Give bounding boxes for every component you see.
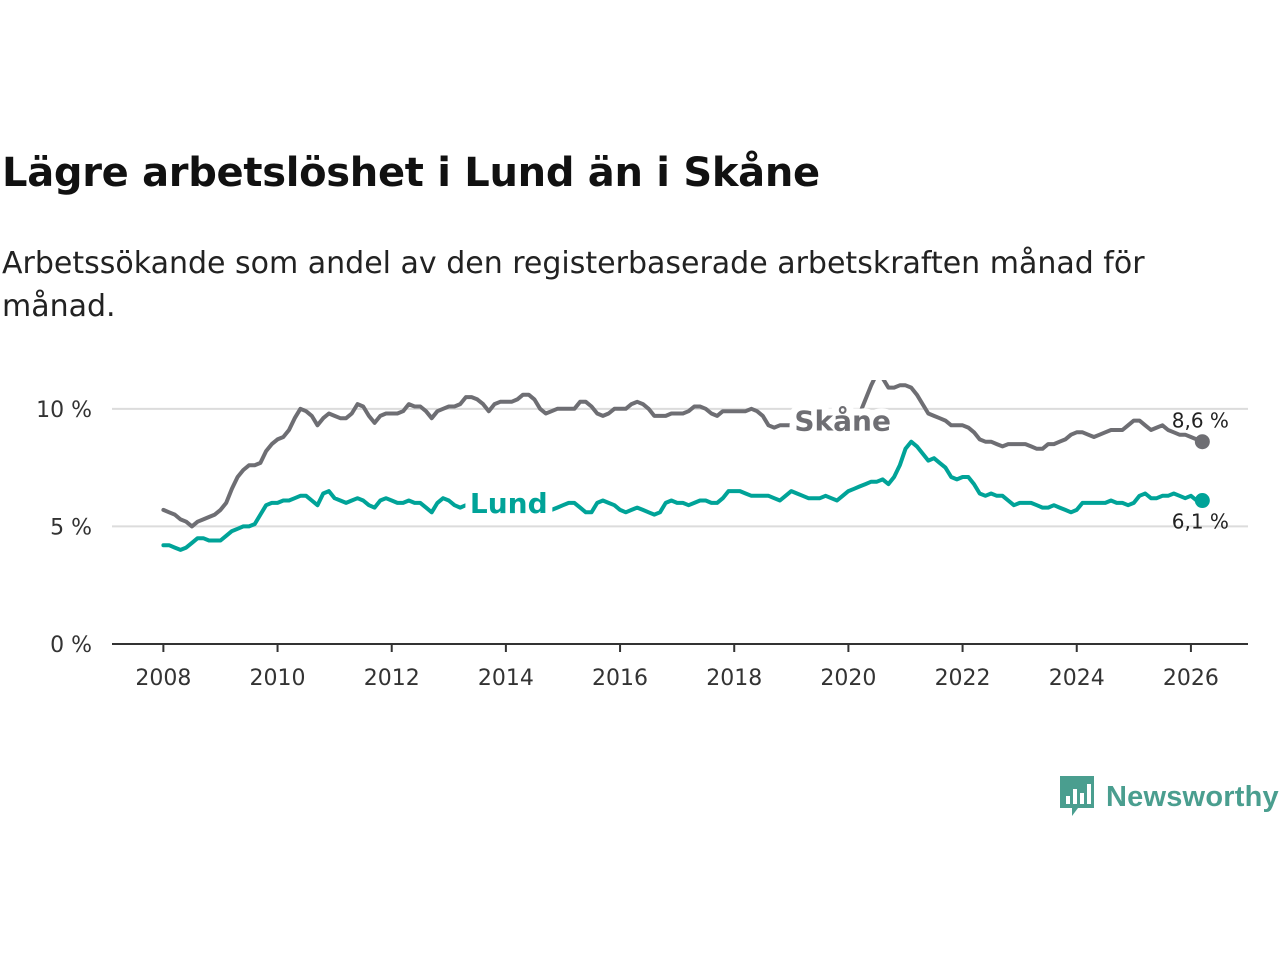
y-tick-label: 5 % [50, 515, 92, 540]
end-marker [1194, 493, 1210, 509]
newsworthy-bar-chart-icon [1060, 776, 1094, 816]
series-line-lund [161, 439, 1205, 552]
chart-title: Lägre arbetslöshet i Lund än i Skåne [2, 150, 820, 196]
x-tick-label: 2008 [135, 666, 191, 691]
series-inline-label: Lund [470, 487, 548, 520]
x-tick-label: 2012 [364, 666, 420, 691]
x-tick-label: 2014 [478, 666, 534, 691]
x-tick-label: 2020 [820, 666, 876, 691]
y-tick-label: 0 % [50, 633, 92, 658]
chart-subtitle: Arbetssökande som andel av den registerb… [2, 246, 1145, 324]
x-tick-label: 2022 [935, 666, 991, 691]
x-tick-label: 2018 [706, 666, 762, 691]
end-marker [1194, 434, 1210, 450]
end-value-label: 8,6 % [1172, 409, 1229, 433]
series-line-skne [161, 380, 1205, 529]
end-value-label: 6,1 % [1172, 510, 1229, 534]
y-tick-label: 10 % [36, 398, 92, 423]
line-chart: 0 % 5 % 10 % 2008 2010 2012 2014 2016 2018 2020 20… [36, 380, 1248, 691]
series-inline-label: Skåne [794, 405, 891, 438]
brand-name: Newsworthy [1106, 780, 1279, 813]
x-tick-label: 2026 [1163, 666, 1219, 691]
x-tick-label: 2016 [592, 666, 648, 691]
x-tick-label: 2010 [250, 666, 306, 691]
newsworthy-logo: Newsworthy [1058, 774, 1279, 820]
x-tick-label: 2024 [1049, 666, 1105, 691]
